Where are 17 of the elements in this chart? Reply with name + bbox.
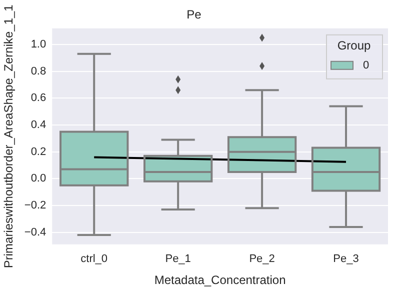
y-tick-label: 0.4 <box>30 119 46 132</box>
x-tick-label: Pe_2 <box>249 253 275 266</box>
x-tick-label: ctrl_0 <box>80 253 108 266</box>
legend-label: 0 <box>363 59 370 72</box>
legend-title: Group <box>337 38 371 53</box>
y-axis-title: Primarieswithoutborder_AreaShape_Zernike_1_1 <box>2 4 16 268</box>
y-tick-label: 0.8 <box>30 65 46 78</box>
y-tick-label: 0.0 <box>30 172 46 185</box>
x-tick-label: Pe_3 <box>333 253 359 266</box>
y-tick-label: 1.0 <box>30 38 46 51</box>
y-tick-label: −0.2 <box>24 200 46 212</box>
x-tick-label: Pe_1 <box>165 253 191 266</box>
x-axis-title: Metadata_Concentration <box>154 273 286 288</box>
y-tick-label: 0.6 <box>30 92 46 104</box>
chart-title: Pe <box>186 8 202 22</box>
y-tick-label: 0.2 <box>30 146 46 158</box>
y-tick-label: −0.4 <box>24 226 46 238</box>
